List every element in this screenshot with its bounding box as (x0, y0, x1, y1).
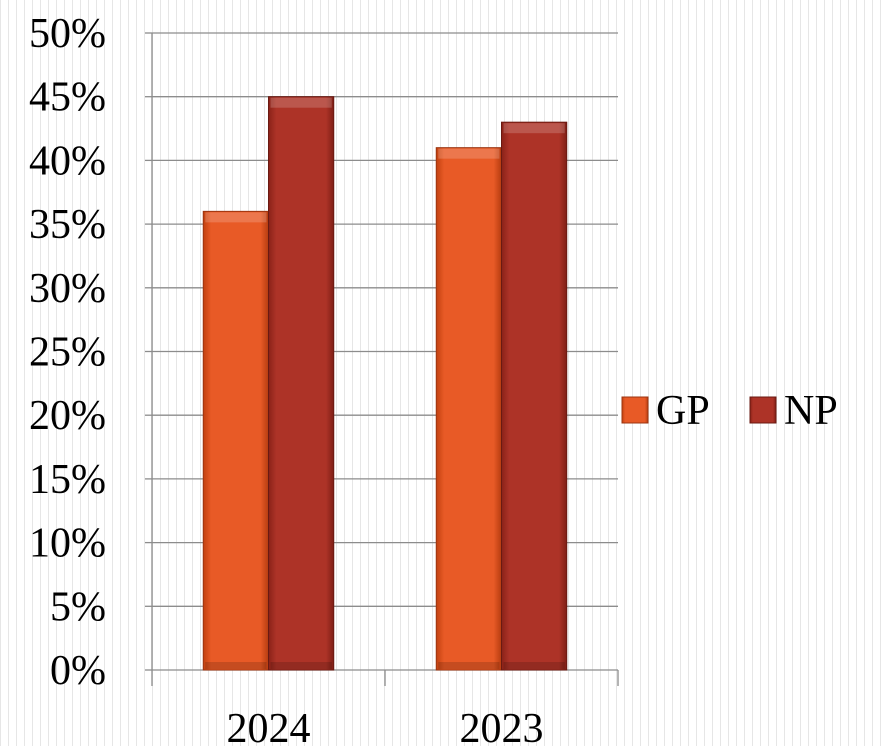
legend: GP NP (621, 388, 838, 434)
legend-label: GP (656, 388, 710, 434)
bar-gp-2024 (202, 210, 269, 671)
legend-item-np: NP (749, 388, 838, 434)
bar-np-2024 (268, 96, 335, 671)
y-tick-label: 40% (29, 138, 106, 184)
x-category-label: 2023 (460, 706, 544, 746)
x-axis-category-labels: 2024 2023 (227, 706, 544, 746)
y-tick-label: 35% (29, 202, 106, 248)
y-tick-label: 30% (29, 266, 106, 312)
y-tick-label: 25% (29, 330, 106, 376)
y-tick-label: 45% (29, 75, 106, 121)
y-tick-label: 50% (29, 11, 106, 57)
legend-swatch (749, 396, 777, 424)
y-tick-label: 20% (29, 393, 106, 439)
y-tick-label: 10% (29, 521, 106, 567)
bar-gp-2023 (435, 147, 503, 671)
y-tick-label: 15% (29, 457, 106, 503)
legend-item-gp: GP (621, 388, 710, 434)
y-axis-tick-labels: 0% 5% 10% 15% 20% 25% 30% 35% 40% 45% 50% (29, 11, 106, 694)
legend-swatch (621, 396, 649, 424)
legend-label: NP (784, 388, 838, 434)
y-tick-label: 5% (50, 584, 106, 630)
x-category-label: 2024 (227, 706, 311, 746)
bar-np-2023 (501, 121, 568, 671)
bars (202, 96, 568, 671)
y-tick-label: 0% (50, 648, 106, 694)
